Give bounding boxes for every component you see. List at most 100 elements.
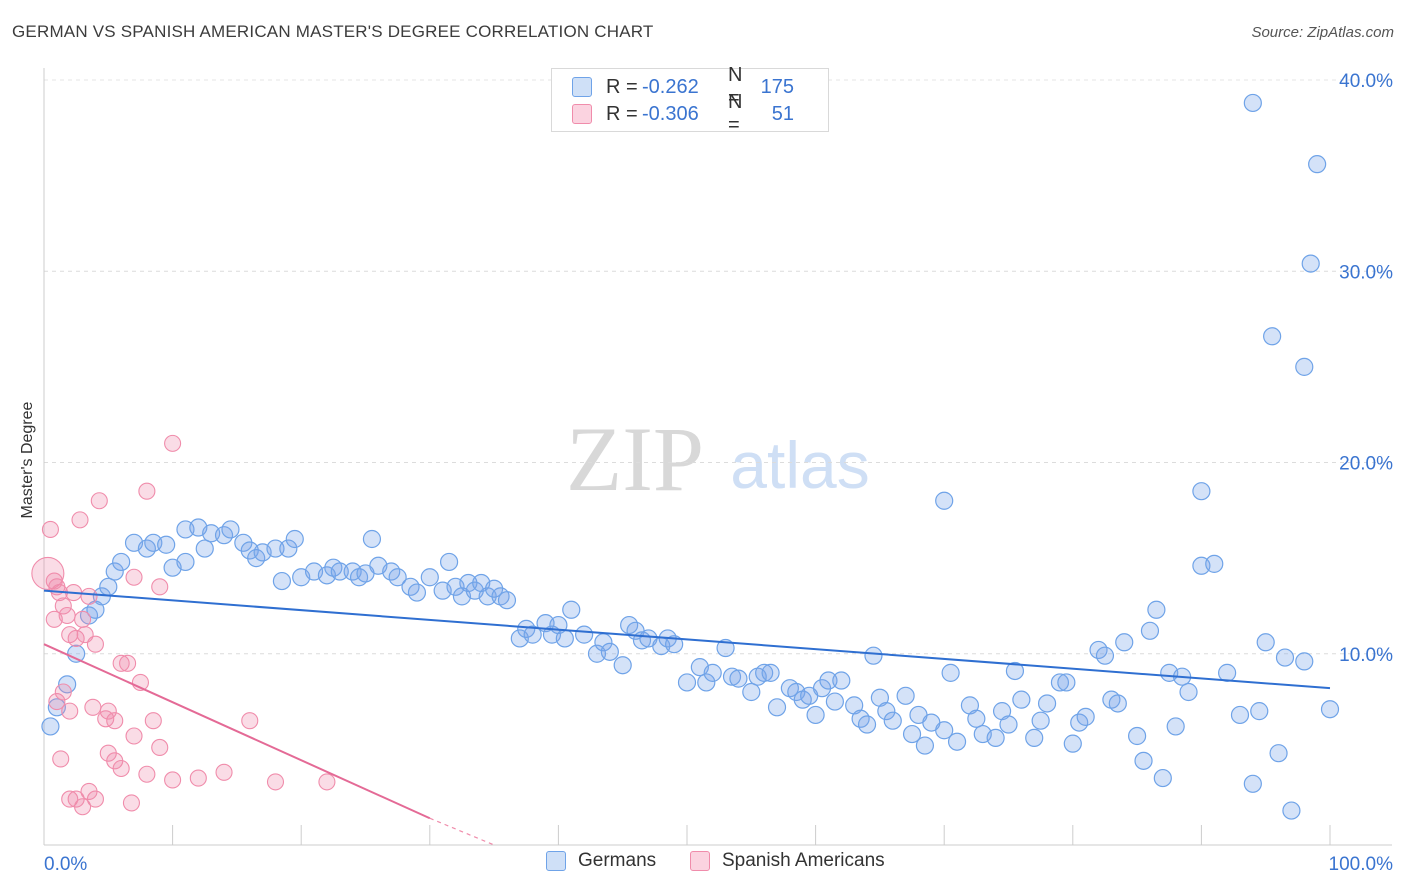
point-germans bbox=[157, 535, 176, 554]
point-germans bbox=[825, 692, 844, 711]
point-germans bbox=[1134, 751, 1153, 770]
point-spanish-americans bbox=[54, 683, 72, 701]
point-spanish-americans bbox=[151, 738, 169, 757]
point-germans bbox=[1205, 554, 1224, 573]
point-germans bbox=[1275, 648, 1295, 667]
point-germans bbox=[1031, 711, 1050, 730]
axes bbox=[43, 68, 1392, 846]
watermark: ZIP atlas bbox=[566, 408, 870, 510]
point-germans bbox=[935, 721, 954, 740]
point-spanish-americans bbox=[112, 654, 130, 672]
point-spanish-americans bbox=[61, 702, 79, 720]
point-spanish-americans bbox=[54, 597, 72, 615]
point-spanish-americans bbox=[164, 771, 182, 789]
series-germans bbox=[41, 93, 1340, 820]
point-germans bbox=[1050, 673, 1070, 692]
point-spanish-americans bbox=[90, 492, 108, 510]
point-germans bbox=[330, 562, 349, 581]
point-germans bbox=[806, 705, 825, 725]
y-tick-label: 30.0% bbox=[1339, 262, 1393, 283]
y-tick-label: 40.0% bbox=[1339, 71, 1393, 92]
point-germans bbox=[1301, 254, 1320, 273]
point-spanish-americans bbox=[48, 693, 66, 711]
point-germans bbox=[1192, 482, 1211, 501]
point-spanish-americans bbox=[86, 635, 104, 653]
point-germans bbox=[1108, 694, 1127, 713]
spanish-americans-swatch bbox=[572, 104, 592, 124]
point-germans bbox=[1115, 633, 1134, 652]
point-germans bbox=[105, 562, 124, 581]
point-germans bbox=[439, 552, 459, 572]
point-germans bbox=[41, 717, 60, 736]
trend-extension-spanish-americans bbox=[429, 817, 495, 846]
n-label: N = bbox=[728, 64, 743, 109]
point-germans bbox=[697, 673, 716, 692]
point-germans bbox=[767, 698, 787, 717]
legend-item-germans[interactable]: Germans bbox=[546, 850, 656, 872]
correlation-legend: R = -0.262 N = 175 R = -0.306 N = 51 bbox=[551, 64, 829, 136]
point-germans bbox=[272, 571, 292, 591]
n-label: N = bbox=[728, 91, 743, 136]
point-germans bbox=[420, 568, 439, 587]
point-germans bbox=[1250, 702, 1269, 721]
point-germans bbox=[279, 539, 298, 558]
point-germans bbox=[1282, 801, 1301, 820]
point-germans bbox=[1243, 774, 1262, 793]
legend-item-spanish-americans[interactable]: Spanish Americans bbox=[690, 850, 885, 872]
point-germans bbox=[935, 491, 954, 510]
point-germans bbox=[600, 642, 619, 661]
trend-line-spanish-americans bbox=[43, 643, 431, 820]
point-germans bbox=[1153, 768, 1172, 788]
legend-row-spanish-americans: R = -0.306 N = 51 bbox=[572, 91, 794, 136]
point-germans bbox=[677, 673, 697, 692]
point-germans bbox=[1025, 728, 1044, 748]
point-germans bbox=[1005, 661, 1025, 681]
point-spanish-americans bbox=[138, 765, 156, 783]
point-germans bbox=[947, 732, 967, 751]
point-germans bbox=[1127, 726, 1147, 746]
point-germans bbox=[1076, 707, 1095, 726]
point-spanish-americans bbox=[318, 773, 336, 791]
r-label: R = bbox=[606, 75, 638, 98]
point-spanish-americans bbox=[112, 759, 130, 778]
point-spanish-americans bbox=[74, 798, 92, 816]
point-spanish-americans bbox=[31, 556, 65, 590]
legend-row-germans: R = -0.262 N = 175 bbox=[572, 64, 794, 109]
point-spanish-americans bbox=[45, 572, 63, 590]
point-germans bbox=[362, 529, 382, 549]
point-germans bbox=[1166, 717, 1185, 736]
point-germans bbox=[1320, 700, 1340, 719]
point-germans bbox=[999, 715, 1018, 734]
point-germans bbox=[941, 663, 960, 682]
point-germans bbox=[575, 625, 594, 644]
point-germans bbox=[99, 577, 118, 596]
point-germans bbox=[915, 736, 935, 755]
point-spanish-americans bbox=[80, 587, 98, 605]
point-spanish-americans bbox=[266, 773, 285, 791]
point-germans bbox=[176, 552, 195, 572]
legend-label: Spanish Americans bbox=[722, 850, 885, 871]
point-germans bbox=[195, 539, 214, 558]
point-germans bbox=[1243, 93, 1262, 113]
ticks: 10.0% 20.0% 30.0% 40.0% 0.0% 100.0% bbox=[44, 71, 1393, 875]
point-germans bbox=[407, 583, 427, 602]
point-germans bbox=[47, 698, 66, 717]
point-spanish-americans bbox=[144, 712, 162, 730]
point-germans bbox=[716, 638, 735, 658]
point-germans bbox=[819, 671, 838, 690]
point-spanish-americans bbox=[164, 434, 182, 452]
point-germans bbox=[877, 702, 896, 721]
point-spanish-americans bbox=[106, 712, 124, 730]
spanish-americans-swatch bbox=[690, 851, 710, 871]
point-spanish-americans bbox=[67, 629, 85, 648]
series-legend: Germans Spanish Americans bbox=[0, 850, 1406, 878]
point-germans bbox=[986, 728, 1005, 748]
point-germans bbox=[722, 667, 742, 686]
point-germans bbox=[562, 600, 581, 619]
point-spanish-americans bbox=[122, 794, 140, 812]
point-spanish-americans bbox=[45, 610, 63, 628]
point-germans bbox=[967, 709, 986, 728]
y-tick-label: 20.0% bbox=[1339, 454, 1393, 475]
n-value: 51 bbox=[771, 102, 794, 125]
